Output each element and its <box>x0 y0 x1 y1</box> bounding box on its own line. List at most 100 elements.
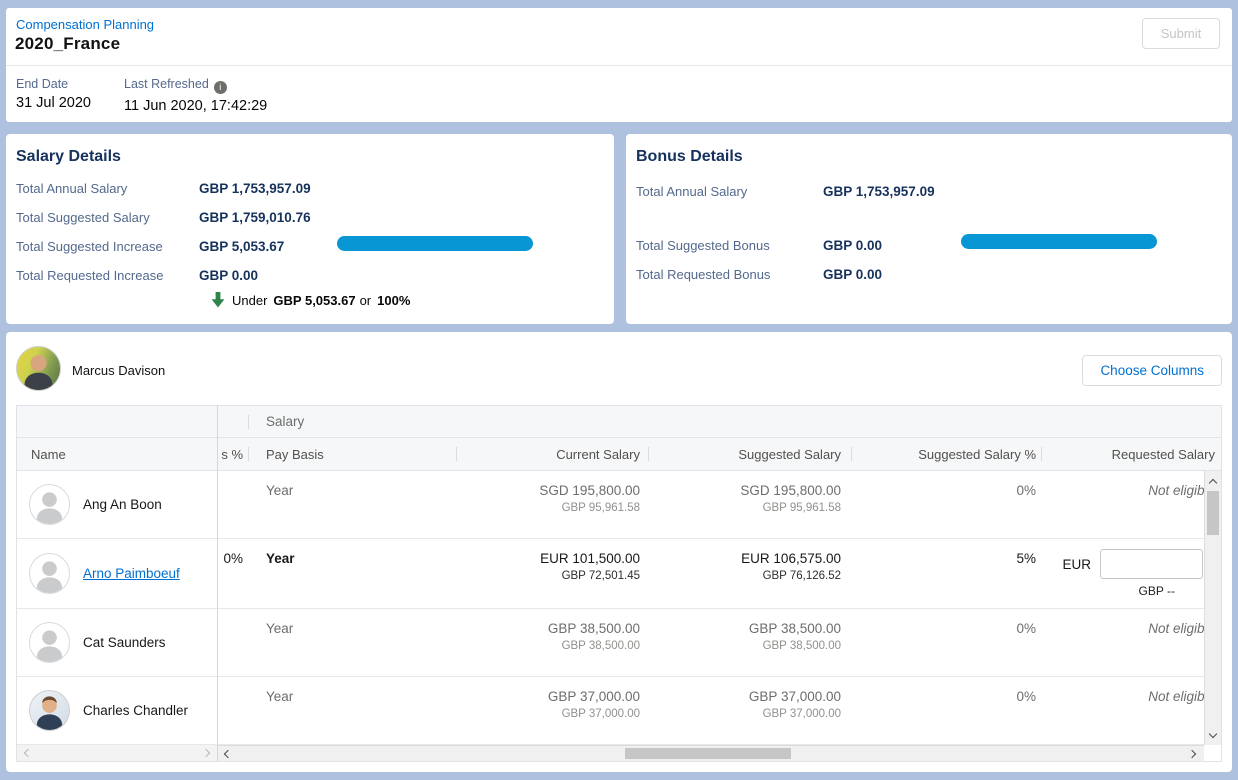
requested-salary-input[interactable] <box>1100 549 1203 579</box>
choose-columns-button[interactable]: Choose Columns <box>1082 355 1222 386</box>
scroll-down-button[interactable] <box>1205 727 1221 743</box>
bonus-details-card: Bonus Details Total Annual Salary GBP 1,… <box>626 134 1232 324</box>
vertical-scrollbar-thumb[interactable] <box>1207 491 1219 535</box>
cell-suggested-salary: SGD 195,800.00 GBP 95,961.58 <box>648 471 851 538</box>
kv-label: Total Annual Salary <box>16 181 128 196</box>
scroll-left-button[interactable] <box>19 745 35 761</box>
employee-name-link[interactable]: Arno Paimboeuf <box>83 566 180 581</box>
scrollbar-corner <box>1204 745 1221 761</box>
cell-requested-salary: EUR GBP -- <box>1041 539 1221 608</box>
scroll-right-button[interactable] <box>199 745 215 761</box>
employee-avatar <box>29 690 70 731</box>
cell-current-salary: SGD 195,800.00 GBP 95,961.58 <box>456 471 648 538</box>
employee-avatar <box>29 553 70 594</box>
table-corner-cell <box>17 406 217 438</box>
amount-primary: GBP 37,000.00 <box>547 689 640 704</box>
total-suggested-salary-row: Total Suggested Salary GBP 1,759,010.76 <box>16 210 311 225</box>
kv-value: GBP 1,753,957.09 <box>823 184 935 199</box>
amount-primary: GBP 37,000.00 <box>748 689 841 704</box>
bonus-details-title: Bonus Details <box>636 148 743 165</box>
column-group-header-row: Salary <box>218 406 1221 438</box>
salary-details-title: Salary Details <box>16 148 121 165</box>
employee-avatar <box>29 622 70 663</box>
table-row-name-cell[interactable]: Cat Saunders <box>17 609 217 677</box>
total-suggested-increase-row: Total Suggested Increase GBP 5,053.67 <box>16 239 284 254</box>
column-header-suggested-salary[interactable]: Suggested Salary <box>648 438 851 470</box>
amount-converted: GBP 95,961.58 <box>762 502 841 514</box>
cell-pct: 0% <box>223 551 243 566</box>
budget-status: Under GBP 5,053.67 or 100% <box>211 292 414 308</box>
cell-suggested-pct: 0% <box>1016 621 1036 636</box>
cell-pct <box>218 471 248 538</box>
employee-name: Cat Saunders <box>83 635 166 650</box>
employee-name: Charles Chandler <box>83 703 189 718</box>
cell-pay-basis: Year <box>266 689 294 704</box>
kv-label: Total Suggested Increase <box>16 239 163 254</box>
last-refreshed-value: 11 Jun 2020, 17:42:29 <box>124 98 268 114</box>
table-fixed-name-column: Name Ang An Boon Arno Paimboeuf Cat Saun… <box>17 406 218 761</box>
budget-status-percent: 100% <box>377 292 411 308</box>
kv-label: Total Suggested Bonus <box>636 238 770 253</box>
column-header-name[interactable]: Name <box>17 438 217 471</box>
end-date-field: End Date 31 Jul 2020 <box>16 77 91 111</box>
total-suggested-bonus-row: Total Suggested Bonus GBP 0.00 <box>636 238 882 253</box>
column-header-suggested-salary-pct[interactable]: Suggested Salary % <box>851 438 1041 470</box>
total-requested-bonus-row: Total Requested Bonus GBP 0.00 <box>636 267 882 282</box>
table-row-name-cell[interactable]: Charles Chandler <box>17 677 217 745</box>
header-meta-row: End Date 31 Jul 2020 Last Refreshed i 11 … <box>6 66 1232 121</box>
table-row: Year GBP 37,000.00 GBP 37,000.00 GBP 37,… <box>218 677 1221 745</box>
last-refreshed-field: Last Refreshed i 11 Jun 2020, 17:42:29 <box>124 77 267 114</box>
kv-value: GBP 1,753,957.09 <box>199 181 311 196</box>
cell-pct <box>218 609 248 676</box>
cell-pay-basis: Year <box>266 621 294 636</box>
amount-converted: GBP 38,500.00 <box>762 640 841 652</box>
cell-current-salary: GBP 37,000.00 GBP 37,000.00 <box>456 677 648 744</box>
header-title-row: Compensation Planning 2020_France Submit <box>6 8 1232 66</box>
last-refreshed-label-text: Last Refreshed <box>124 77 209 91</box>
page-header: Compensation Planning 2020_France Submit… <box>6 8 1232 122</box>
total-annual-salary-row: Total Annual Salary GBP 1,753,957.09 <box>636 184 935 199</box>
table-row: 0% Year EUR 101,500.00 GBP 72,501.45 EUR… <box>218 539 1221 609</box>
name-column-horizontal-scrollbar[interactable] <box>17 745 217 761</box>
amount-converted: GBP 95,961.58 <box>561 502 640 514</box>
kv-label: Total Requested Bonus <box>636 267 771 282</box>
salary-details-card: Salary Details Total Annual Salary GBP 1… <box>6 134 614 324</box>
column-header-current-salary[interactable]: Current Salary <box>456 438 648 470</box>
column-header-pay-basis[interactable]: Pay Basis <box>248 438 456 470</box>
amount-converted: GBP 72,501.45 <box>561 570 640 582</box>
manager-avatar[interactable] <box>16 346 61 391</box>
amount-converted: GBP 76,126.52 <box>762 570 841 582</box>
amount-converted: GBP 37,000.00 <box>762 708 841 720</box>
amount-primary: SGD 195,800.00 <box>740 483 841 498</box>
kv-value: GBP 0.00 <box>199 268 259 283</box>
column-header-requested-salary[interactable]: Requested Salary <box>1041 438 1221 470</box>
table-horizontal-scrollbar[interactable] <box>218 745 1204 761</box>
scroll-right-button[interactable] <box>1184 746 1202 761</box>
cell-current-salary: EUR 101,500.00 GBP 72,501.45 <box>456 539 648 608</box>
team-compensation-section: Marcus Davison Choose Columns Name Ang A… <box>6 332 1232 772</box>
table-row-name-cell[interactable]: Ang An Boon <box>17 471 217 539</box>
column-divider <box>248 415 249 429</box>
cell-current-salary: GBP 38,500.00 GBP 38,500.00 <box>456 609 648 676</box>
amount-primary: EUR 106,575.00 <box>741 551 841 566</box>
cell-requested-salary: Not eligible <box>1148 621 1215 636</box>
cell-pay-basis: Year <box>266 483 294 498</box>
scroll-left-button[interactable] <box>218 746 236 761</box>
table-row: Year SGD 195,800.00 GBP 95,961.58 SGD 19… <box>218 471 1221 539</box>
cell-requested-salary: Not eligible <box>1148 483 1215 498</box>
submit-button[interactable]: Submit <box>1142 18 1220 49</box>
cell-pay-basis: Year <box>266 551 295 566</box>
breadcrumb[interactable]: Compensation Planning <box>16 17 155 32</box>
kv-value: GBP 0.00 <box>823 267 883 282</box>
column-header-partial-pct[interactable]: s % <box>221 446 243 462</box>
requested-salary-converted: GBP -- <box>1138 584 1175 598</box>
info-icon[interactable]: i <box>213 81 227 94</box>
end-date-label: End Date <box>16 77 69 91</box>
horizontal-scrollbar-thumb[interactable] <box>625 748 791 759</box>
manager-name: Marcus Davison <box>72 363 166 378</box>
table-vertical-scrollbar[interactable] <box>1204 471 1221 745</box>
scroll-up-button[interactable] <box>1205 473 1221 489</box>
cell-pct <box>218 677 248 744</box>
table-row-name-cell[interactable]: Arno Paimboeuf <box>17 539 217 609</box>
amount-primary: GBP 38,500.00 <box>748 621 841 636</box>
